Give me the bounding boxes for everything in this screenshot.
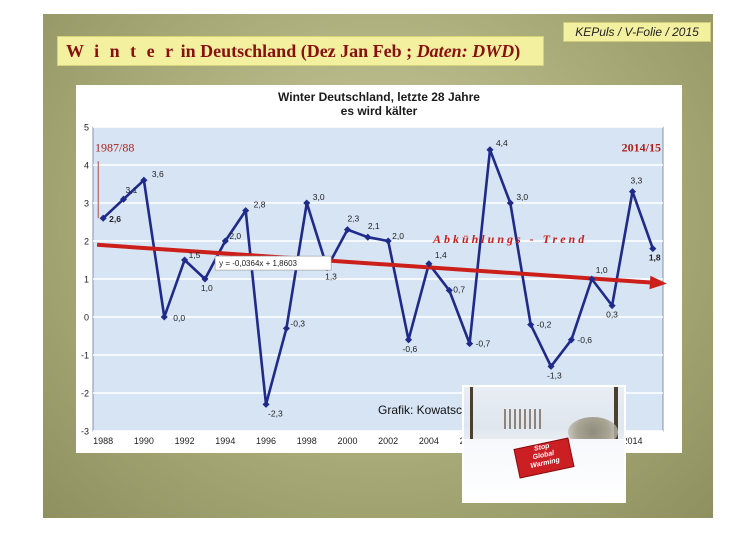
data-point — [445, 286, 453, 294]
data-point — [160, 313, 168, 321]
data-label: 0,7 — [453, 284, 465, 294]
data-label: 0,0 — [173, 313, 185, 323]
trend-equation-box — [214, 255, 332, 271]
data-label: 3,6 — [152, 169, 164, 179]
series-line — [102, 148, 655, 406]
data-point — [343, 226, 351, 234]
data-label: 3,1 — [126, 185, 138, 195]
title-part-winter: W i n t e r — [66, 41, 177, 61]
y-tick-label: 5 — [84, 123, 89, 133]
y-tick-label: 2 — [84, 237, 89, 247]
data-point — [282, 324, 290, 332]
data-point — [588, 275, 596, 283]
trend-equation: y = -0,0364x + 1,8603 — [219, 259, 297, 268]
data-label: -2,3 — [268, 408, 283, 418]
data-point — [608, 302, 616, 310]
data-label: -0,2 — [537, 320, 552, 330]
data-point — [201, 275, 209, 283]
data-point — [649, 245, 657, 253]
title-part-close: ) — [514, 41, 521, 61]
credit-text: KEPuls / V-Folie / 2015 — [575, 25, 699, 39]
data-point — [628, 188, 636, 196]
chart-subtitle: es wird kälter — [341, 104, 418, 118]
data-point — [221, 237, 229, 245]
x-tick-label: 1990 — [134, 436, 154, 446]
y-tick-label: 0 — [84, 313, 89, 323]
data-label: 1,8 — [649, 253, 661, 263]
data-label: 1,5 — [189, 250, 201, 260]
data-label: -0,6 — [577, 335, 592, 345]
data-point — [120, 195, 128, 203]
trend-line — [96, 242, 655, 285]
end-season-annotation: 2014/15 — [622, 141, 661, 155]
data-label: 1,0 — [201, 283, 213, 293]
tree-trunk — [470, 387, 473, 447]
y-tick-label: 3 — [84, 199, 89, 209]
title-banner: W i n t e r in Deutschland (Dez Jan Feb … — [57, 36, 544, 66]
x-tick-label: 2004 — [419, 436, 439, 446]
data-point — [140, 176, 148, 184]
data-point — [425, 260, 433, 268]
y-tick-label: -2 — [81, 389, 89, 399]
data-point — [181, 256, 189, 264]
data-point — [547, 362, 555, 370]
x-tick-label: 1992 — [175, 436, 195, 446]
data-label: 1,3 — [325, 272, 337, 282]
data-point — [262, 400, 270, 408]
data-label: 2,0 — [392, 231, 404, 241]
trend-label: Abkühlungs - Trend — [432, 232, 587, 246]
data-point — [486, 146, 494, 154]
data-label: 2,1 — [368, 221, 380, 231]
x-tick-label: 1996 — [256, 436, 276, 446]
y-tick-label: -3 — [81, 427, 89, 437]
data-point — [364, 233, 372, 241]
y-tick-label: 4 — [84, 161, 89, 171]
source-annotation: Grafik: Kowatsch — [378, 403, 469, 417]
data-label: 3,3 — [630, 176, 642, 186]
title-part-source: Daten: DWD — [416, 41, 515, 61]
data-label: 4,4 — [496, 138, 508, 148]
data-label: 3,0 — [313, 192, 325, 202]
data-label: 1,4 — [435, 250, 447, 260]
data-point — [466, 340, 474, 348]
tree-trunk — [614, 387, 618, 442]
data-label: -0,6 — [403, 344, 418, 354]
data-label: 1,0 — [596, 265, 608, 275]
data-point — [99, 214, 107, 222]
data-label: -0,3 — [290, 318, 305, 328]
x-tick-label: 1988 — [93, 436, 113, 446]
data-label: -1,3 — [547, 370, 562, 380]
credit-box: KEPuls / V-Folie / 2015 — [563, 22, 711, 42]
snow-photo: Stop Global Warming — [462, 385, 626, 503]
x-tick-label: 1994 — [215, 436, 235, 446]
data-label: 3,0 — [516, 192, 528, 202]
x-tick-label: 2000 — [337, 436, 357, 446]
slide-title: W i n t e r in Deutschland (Dez Jan Feb … — [66, 41, 520, 62]
data-label: 2,6 — [109, 214, 121, 224]
x-tick-label: 1998 — [297, 436, 317, 446]
title-part-main: in Deutschland (Dez Jan Feb ; — [180, 41, 413, 61]
fence — [504, 409, 542, 429]
x-tick-label: 2002 — [378, 436, 398, 446]
y-tick-label: 1 — [84, 275, 89, 285]
data-point — [384, 237, 392, 245]
data-point — [303, 199, 311, 207]
data-label: 2,8 — [254, 200, 266, 210]
data-label: 2,3 — [347, 214, 359, 224]
trend-arrowhead — [649, 275, 667, 290]
start-season-annotation: 1987/88 — [95, 141, 134, 155]
data-label: -0,7 — [476, 339, 491, 349]
data-label: 0,3 — [606, 310, 618, 320]
x-tick-label: 2014 — [622, 436, 642, 446]
data-point — [242, 207, 250, 215]
data-label: 2,0 — [229, 231, 241, 241]
y-tick-label: -1 — [81, 351, 89, 361]
chart-title: Winter Deutschland, letzte 28 Jahre — [278, 90, 480, 104]
